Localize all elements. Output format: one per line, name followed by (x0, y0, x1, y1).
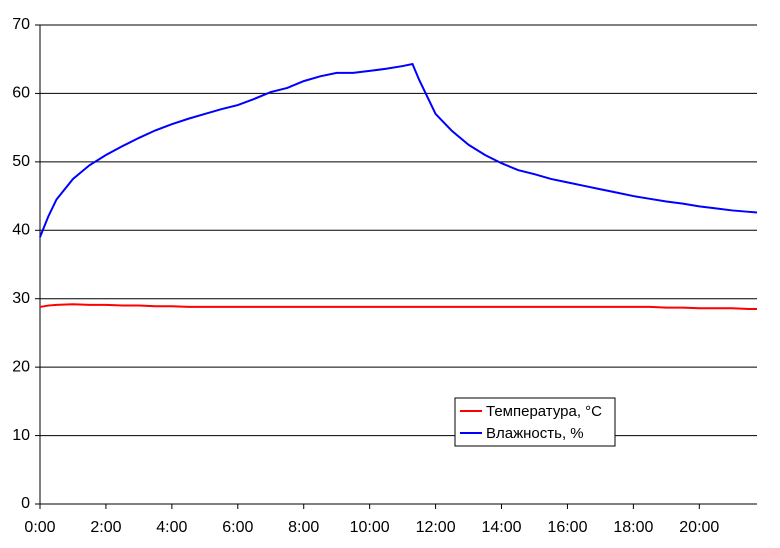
legend-box (454, 397, 616, 447)
x-tick-label: 2:00 (90, 519, 121, 536)
x-tick-label: 12:00 (416, 519, 456, 536)
y-tick-label: 0 (21, 495, 30, 512)
y-tick-label: 20 (12, 358, 30, 375)
y-tick-label: 50 (12, 153, 30, 170)
y-tick-label: 70 (12, 16, 30, 33)
x-tick-label: 18:00 (613, 519, 653, 536)
x-tick-label: 20:00 (679, 519, 719, 536)
x-tick-label: 8:00 (288, 519, 319, 536)
line (39, 303, 757, 310)
y-tick-label: 60 (12, 85, 30, 102)
y-tick-label: 40 (12, 222, 30, 239)
line (39, 62, 758, 238)
legend-label: Влажность, % (486, 425, 584, 442)
y-tick-label: 10 (12, 427, 30, 444)
x-tick-label: 4:00 (156, 519, 187, 536)
x-tick-label: 10:00 (350, 519, 390, 536)
x-tick-label: 0:00 (24, 519, 55, 536)
x-tick-label: 14:00 (481, 519, 521, 536)
legend-label: Температура, °C (486, 403, 602, 420)
x-tick-label: 6:00 (222, 519, 253, 536)
y-tick-label: 30 (12, 290, 30, 307)
x-tick-label: 16:00 (547, 519, 587, 536)
